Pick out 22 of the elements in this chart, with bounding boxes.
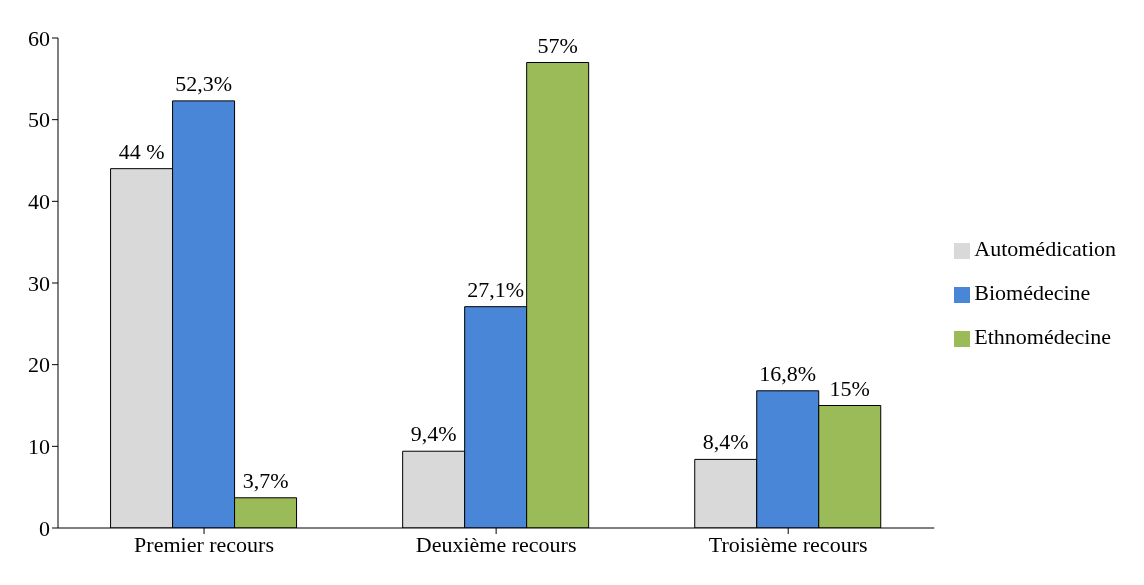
- data-label: 27,1%: [467, 276, 525, 302]
- y-tick-label: 60: [28, 25, 50, 51]
- legend-label: Automédication: [974, 236, 1116, 261]
- data-label: 16,8%: [759, 360, 817, 386]
- x-tick-label: Premier recours: [134, 531, 274, 557]
- y-tick-label: 30: [28, 270, 50, 296]
- x-tick-label: Deuxième recours: [415, 531, 577, 557]
- y-tick-label: 50: [28, 107, 50, 133]
- x-tick-label: Troisième recours: [708, 531, 868, 557]
- data-label: 57%: [537, 32, 578, 58]
- y-tick-label: 0: [39, 515, 50, 541]
- legend-label: Ethnomédecine: [974, 324, 1112, 349]
- data-label: 44 %: [118, 138, 165, 164]
- data-label: 9,4%: [410, 421, 457, 447]
- legend-label: Biomédecine: [974, 280, 1091, 305]
- data-label: 15%: [829, 375, 870, 401]
- y-tick-label: 40: [28, 189, 50, 215]
- y-tick-label: 20: [28, 352, 50, 378]
- data-label: 8,4%: [702, 429, 749, 455]
- y-tick-label: 10: [28, 434, 50, 460]
- data-label: 52,3%: [175, 70, 232, 96]
- data-label: 3,7%: [242, 467, 289, 493]
